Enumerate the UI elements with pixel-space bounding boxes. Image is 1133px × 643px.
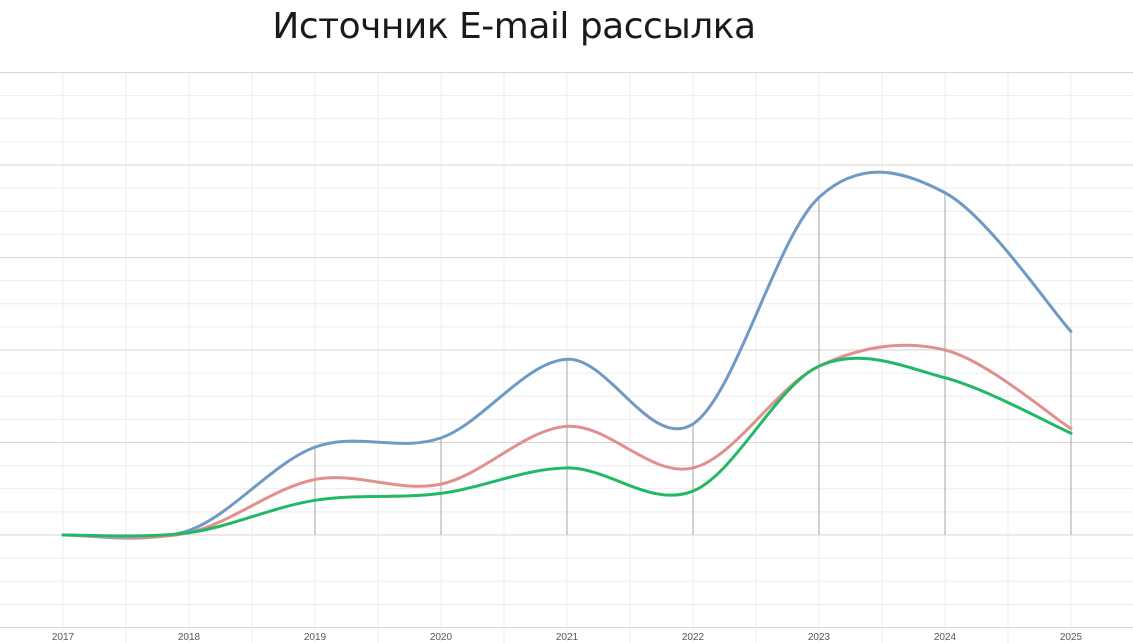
x-tick-label: 2019 [304,632,327,643]
x-tick-label: 2024 [934,632,957,643]
x-tick-label: 2017 [52,632,75,643]
series-line-3 [61,356,1073,538]
x-tick-label: 2022 [682,632,705,643]
series-line-2 [61,343,1073,539]
x-tick-label: 2020 [430,632,453,643]
x-tick-label: 2021 [556,632,579,643]
x-tick-label: 2018 [178,632,201,643]
x-tick-label: 2023 [808,632,831,643]
series-lines [61,170,1073,540]
x-axis-ticks: 2017 2018 2019 2020 2021 2022 2023 2024 2025 [52,632,1083,643]
chart-title: Источник E-mail рассылка [272,6,756,47]
x-tick-label: 2025 [1060,632,1083,643]
series-line-1 [61,170,1073,540]
